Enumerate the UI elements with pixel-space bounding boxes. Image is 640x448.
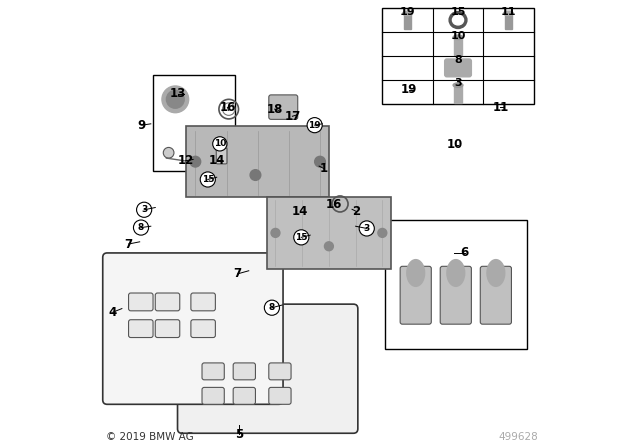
Bar: [153, 75, 236, 171]
Text: 13: 13: [170, 87, 186, 100]
Text: 14: 14: [292, 205, 308, 218]
Text: 7: 7: [125, 237, 132, 250]
FancyBboxPatch shape: [129, 293, 153, 311]
Circle shape: [166, 90, 184, 108]
Text: 10: 10: [214, 139, 226, 148]
Circle shape: [294, 230, 309, 245]
FancyBboxPatch shape: [480, 266, 511, 324]
Text: 10: 10: [451, 30, 466, 41]
Text: 15: 15: [202, 175, 214, 184]
Circle shape: [324, 242, 333, 251]
FancyBboxPatch shape: [269, 363, 291, 380]
Text: 12: 12: [177, 154, 194, 167]
Ellipse shape: [447, 260, 465, 286]
Circle shape: [212, 137, 227, 151]
FancyBboxPatch shape: [233, 363, 255, 380]
Ellipse shape: [487, 260, 505, 286]
FancyBboxPatch shape: [129, 320, 153, 337]
Text: 18: 18: [266, 103, 283, 116]
FancyBboxPatch shape: [191, 320, 216, 337]
Ellipse shape: [504, 11, 513, 16]
FancyBboxPatch shape: [177, 304, 358, 433]
Circle shape: [264, 300, 280, 315]
Text: 16: 16: [220, 101, 236, 114]
Bar: [454, 85, 461, 103]
FancyBboxPatch shape: [202, 363, 224, 380]
Bar: [382, 8, 534, 104]
Bar: [404, 13, 411, 29]
FancyBboxPatch shape: [216, 148, 227, 164]
Bar: [505, 13, 512, 29]
Text: 3: 3: [364, 224, 370, 233]
FancyBboxPatch shape: [445, 59, 472, 77]
Ellipse shape: [403, 11, 412, 16]
Circle shape: [134, 220, 148, 235]
FancyBboxPatch shape: [269, 388, 291, 404]
Text: 3: 3: [141, 205, 147, 214]
Polygon shape: [186, 126, 329, 197]
Ellipse shape: [452, 15, 463, 25]
Text: 19: 19: [401, 83, 417, 96]
Text: 5: 5: [235, 428, 243, 441]
Circle shape: [190, 156, 201, 167]
Text: 9: 9: [138, 119, 146, 132]
Bar: [385, 220, 527, 349]
Circle shape: [163, 147, 174, 158]
Text: © 2019 BMW AG: © 2019 BMW AG: [106, 432, 194, 442]
FancyBboxPatch shape: [191, 293, 216, 311]
Text: 3: 3: [454, 78, 462, 88]
Ellipse shape: [407, 260, 424, 286]
FancyBboxPatch shape: [103, 253, 283, 404]
Text: 1: 1: [319, 162, 328, 175]
Text: 6: 6: [461, 246, 469, 259]
Circle shape: [162, 86, 189, 113]
Text: 8: 8: [138, 223, 144, 232]
Ellipse shape: [449, 12, 467, 29]
FancyBboxPatch shape: [400, 266, 431, 324]
Text: 17: 17: [284, 110, 301, 123]
FancyBboxPatch shape: [440, 266, 472, 324]
Text: 19: 19: [308, 121, 321, 129]
Text: 11: 11: [500, 7, 516, 17]
Text: 4: 4: [109, 306, 117, 319]
Ellipse shape: [453, 35, 463, 39]
Polygon shape: [267, 197, 391, 268]
FancyBboxPatch shape: [269, 95, 298, 119]
Circle shape: [136, 202, 152, 217]
Bar: [454, 37, 461, 55]
Text: 2: 2: [353, 205, 360, 218]
Text: 14: 14: [209, 154, 225, 167]
FancyBboxPatch shape: [156, 320, 180, 337]
FancyBboxPatch shape: [233, 388, 255, 404]
FancyBboxPatch shape: [202, 388, 224, 404]
Circle shape: [271, 228, 280, 237]
Text: 15: 15: [295, 233, 308, 242]
Text: 11: 11: [492, 101, 508, 114]
Text: 7: 7: [234, 267, 242, 280]
Circle shape: [315, 156, 325, 167]
Text: 15: 15: [451, 7, 466, 17]
Text: 8: 8: [269, 303, 275, 312]
Text: 10: 10: [447, 138, 463, 151]
Text: 16: 16: [326, 198, 342, 211]
Circle shape: [378, 228, 387, 237]
Circle shape: [200, 172, 216, 187]
Circle shape: [307, 117, 322, 133]
FancyBboxPatch shape: [156, 293, 180, 311]
Ellipse shape: [453, 83, 463, 87]
Text: 499628: 499628: [499, 432, 538, 442]
Circle shape: [359, 221, 374, 236]
Text: 19: 19: [400, 7, 415, 17]
Circle shape: [250, 170, 260, 181]
Text: 8: 8: [454, 55, 462, 65]
